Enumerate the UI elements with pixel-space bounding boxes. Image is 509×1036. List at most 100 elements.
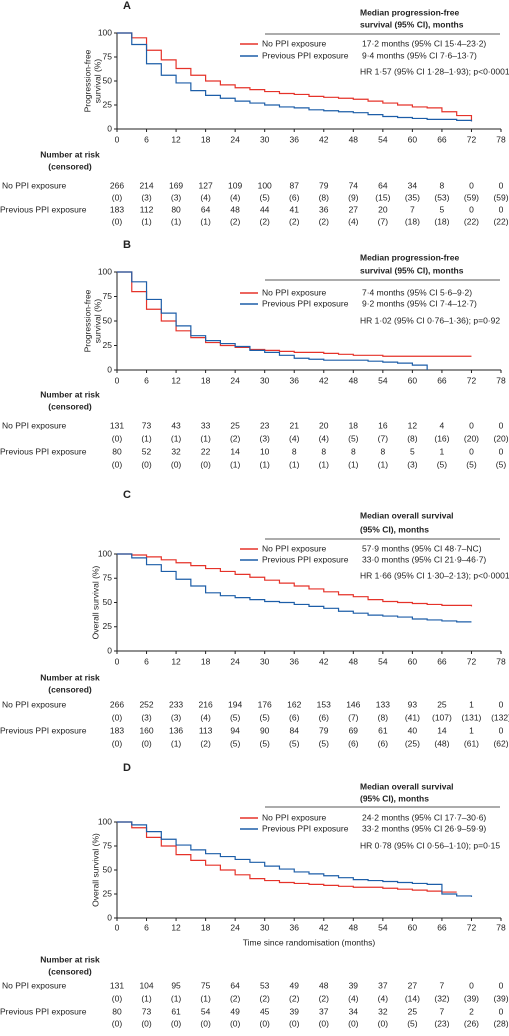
censored-count: (1) [319, 459, 330, 469]
x-tick-label: 54 [378, 656, 388, 666]
legend-median: 24·2 months (95% CI 17·7–30·6) [362, 812, 486, 822]
censored-count: (132) [491, 712, 509, 722]
at-risk-count: 131 [110, 420, 124, 430]
censored-count: (3) [171, 192, 182, 202]
at-risk-count: 64 [230, 980, 240, 990]
censored-count: (20) [464, 433, 479, 443]
censored-count: (0) [112, 712, 123, 722]
censored-count: (0) [112, 192, 123, 202]
censored-count: (6) [378, 738, 389, 748]
censored-count: (18) [405, 216, 420, 226]
survival-curve [117, 271, 428, 370]
at-risk-count: 0 [499, 725, 504, 735]
censored-count: (0) [112, 433, 123, 443]
censored-count: (1) [259, 459, 270, 469]
censored-count: (5) [466, 459, 477, 469]
at-risk-count: 216 [199, 699, 213, 709]
censored-count: (9) [348, 192, 359, 202]
legend-entry: No PPI exposure [262, 812, 327, 822]
x-tick-label: 78 [496, 134, 506, 144]
x-tick-label: 42 [319, 134, 329, 144]
at-risk-count: 49 [289, 980, 299, 990]
legend-median: 7·4 months (95% CI 5·6–9·2) [362, 287, 472, 297]
at-risk-count: 5 [440, 204, 445, 214]
censored-count: (16) [434, 433, 449, 443]
censored-count: (25) [405, 738, 420, 748]
censored-count: (22) [464, 216, 479, 226]
censored-count: (1) [348, 459, 359, 469]
x-tick-label: 42 [319, 656, 329, 666]
y-axis-label: survival (%) [92, 59, 102, 104]
x-tick-label: 36 [289, 656, 299, 666]
x-tick-label: 18 [201, 375, 211, 385]
survival-curve [117, 821, 473, 897]
censored-count: (18) [434, 216, 449, 226]
x-tick-label: 12 [171, 922, 181, 932]
censored-count: (5) [259, 192, 270, 202]
at-risk-count: 48 [230, 204, 240, 214]
at-risk-count: 266 [110, 180, 124, 190]
at-risk-count: 64 [201, 204, 211, 214]
censored-count: (4) [378, 993, 389, 1003]
censored-count: (0) [230, 1018, 241, 1028]
censored-count: (2) [259, 216, 270, 226]
y-tick-label: 100 [98, 266, 112, 276]
censored-count: (0) [200, 1018, 211, 1028]
x-tick-label: 66 [437, 134, 447, 144]
y-tick-label: 100 [98, 27, 112, 37]
censored-count: (26) [464, 1018, 479, 1028]
x-tick-label: 54 [378, 922, 388, 932]
x-tick-label: 72 [467, 375, 477, 385]
censored-count: (0) [171, 459, 182, 469]
x-tick-label: 60 [408, 922, 418, 932]
hazard-ratio: HR 1·02 (95% CI 0·76–1·36); p=0·92 [360, 315, 500, 325]
censored-count: (0) [200, 459, 211, 469]
legend-title: (95% CI), months [360, 524, 429, 534]
censored-count: (14) [405, 993, 420, 1003]
censored-count: (1) [230, 459, 241, 469]
at-risk-count: 73 [142, 1006, 152, 1016]
y-tick-label: 75 [103, 573, 113, 583]
x-tick-label: 12 [171, 375, 181, 385]
at-risk-count: 69 [349, 725, 359, 735]
censored-count: (3) [407, 459, 418, 469]
at-risk-count: 73 [142, 420, 152, 430]
censored-count: (0) [378, 1018, 389, 1028]
legend-entry: Previous PPI exposure [262, 298, 349, 308]
legend-title: Median overall survival [360, 781, 454, 791]
x-tick-label: 6 [144, 134, 149, 144]
censored-count: (1) [141, 216, 152, 226]
censored-count: (7) [378, 216, 389, 226]
at-risk-count: 41 [289, 204, 299, 214]
at-risk-count: 104 [139, 980, 153, 990]
at-risk-count: 18 [349, 420, 359, 430]
risk-table-title: Number at risk [40, 149, 100, 159]
censored-count: (2) [319, 216, 330, 226]
at-risk-count: 169 [169, 180, 183, 190]
panel-label: C [123, 489, 131, 501]
x-tick-label: 78 [496, 375, 506, 385]
y-tick-label: 100 [98, 816, 112, 826]
at-risk-count: 21 [289, 420, 299, 430]
x-tick-label: 24 [230, 922, 240, 932]
at-risk-count: 84 [289, 725, 299, 735]
at-risk-count: 40 [408, 725, 418, 735]
at-risk-count: 49 [230, 1006, 240, 1016]
censored-count: (2) [289, 216, 300, 226]
censored-count: (35) [405, 192, 420, 202]
censored-count: (0) [141, 738, 152, 748]
at-risk-count: 44 [260, 204, 270, 214]
censored-count: (1) [200, 993, 211, 1003]
censored-count: (0) [141, 459, 152, 469]
x-tick-label: 72 [467, 656, 477, 666]
censored-count: (3) [141, 192, 152, 202]
censored-count: (5) [230, 738, 241, 748]
censored-count: (1) [141, 433, 152, 443]
at-risk-count: 87 [289, 180, 299, 190]
y-axis-label: Progression-free [82, 289, 92, 352]
censored-count: (48) [434, 738, 449, 748]
censored-count: (3) [259, 433, 270, 443]
at-risk-count: 0 [499, 980, 504, 990]
x-tick-label: 54 [378, 134, 388, 144]
at-risk-count: 80 [112, 1006, 122, 1016]
